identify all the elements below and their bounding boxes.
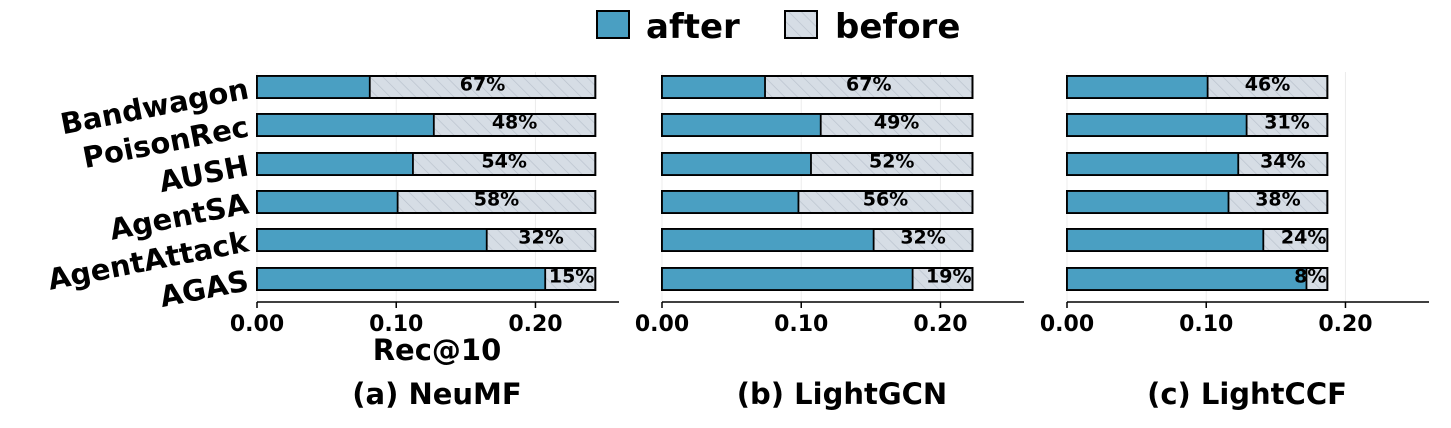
legend: after before: [596, 7, 960, 47]
panel-caption: (a) NeuMF: [352, 377, 521, 411]
x-tick-label: 0.20: [508, 312, 562, 337]
bar-value-label: 32%: [518, 227, 563, 249]
bar-value-label: 49%: [874, 112, 919, 134]
bar-after: [256, 190, 399, 214]
x-tick-label: 0.00: [230, 312, 284, 337]
panel-caption: (b) LightGCN: [737, 377, 947, 411]
bar-value-label: 31%: [1264, 112, 1309, 134]
bar-value-label: 32%: [900, 227, 945, 249]
bar-after: [661, 190, 800, 214]
x-tick-label: 0.00: [1040, 312, 1094, 337]
x-tick-label: 0.10: [369, 312, 423, 337]
panel-caption: (c) LightCCF: [1147, 377, 1347, 411]
bar-after: [661, 75, 766, 99]
bar-after: [1066, 152, 1240, 176]
bar-after: [256, 152, 414, 176]
bar-value-label: 67%: [460, 74, 505, 96]
bar-value-label: 54%: [481, 151, 526, 173]
legend-swatch-before: [784, 10, 818, 39]
bar-value-label: 15%: [549, 266, 594, 288]
bar-value-label: 56%: [863, 189, 908, 211]
bar-after: [1066, 267, 1308, 291]
bar-after: [661, 113, 822, 137]
bar-after: [256, 267, 547, 291]
bar-after: [256, 75, 371, 99]
x-axis-label: Rec@10: [373, 333, 502, 367]
x-tick-label: 0.20: [1318, 312, 1372, 337]
chart-panels: 67%48%54%58%32%15%0.00 0.10 0.20Rec@10(a) …: [45, 71, 1429, 411]
bar-value-label: 8%: [1294, 266, 1326, 288]
bar-value-label: 58%: [474, 189, 519, 211]
chart-panel-2: 67% 49% 52% 56% 32% 19% 0.00 0.10 0.20 (b) LightG…: [635, 72, 1024, 411]
x-tick-label: 0.10: [1179, 312, 1233, 337]
x-tick-label: 0.10: [774, 312, 828, 337]
bar-after: [661, 228, 875, 252]
bar-value-label: 19%: [926, 266, 971, 288]
bar-after: [1066, 228, 1265, 252]
legend-swatch-after: [596, 10, 630, 39]
x-tick-label: 0.20: [913, 312, 967, 337]
bar-value-label: 67%: [846, 74, 891, 96]
bar-value-label: 24%: [1281, 227, 1326, 249]
chart-panel-3: 46% 31% 34% 38% 24% 8% 0.00 0.10 0.20 (c) LightCC…: [1040, 72, 1429, 411]
x-tick-label: 0.00: [635, 312, 689, 337]
bar-value-label: 34%: [1260, 151, 1305, 173]
legend-label-before: before: [835, 7, 960, 47]
bar-value-label: 46%: [1245, 74, 1290, 96]
bar-after: [256, 228, 488, 252]
bar-after: [661, 152, 812, 176]
bar-after: [661, 267, 914, 291]
bar-after: [1066, 113, 1248, 137]
bar-after: [1066, 190, 1230, 214]
bar-value-label: 48%: [492, 112, 537, 134]
bar-after: [1066, 75, 1209, 99]
bar-after: [256, 113, 435, 137]
legend-label-after: after: [646, 7, 740, 47]
bar-value-label: 52%: [869, 151, 914, 173]
bar-value-label: 38%: [1255, 189, 1300, 211]
